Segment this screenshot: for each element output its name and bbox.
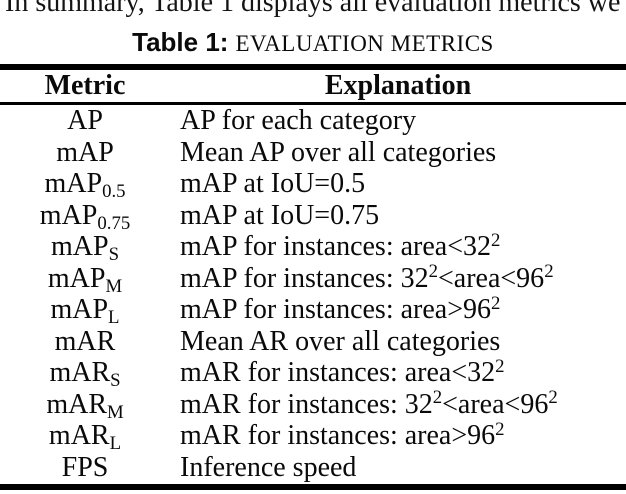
explanation-cell: mAP at IoU=0.75 [180, 199, 380, 231]
metric-cell: mAR [54, 325, 116, 357]
table-row: mAPM mAP for instances: 322<area<962 [0, 261, 626, 297]
explanation-cell: mAP for instances: area>962 [180, 292, 501, 325]
metric-cell: mAPM [47, 262, 123, 297]
table-row: AP AP for each category [0, 105, 626, 137]
table-caption: Table 1: EVALUATION METRICS [0, 27, 626, 58]
table-row: mAR Mean AR over all categories [0, 326, 626, 358]
explanation-cell: mAP for instances: area<322 [180, 229, 501, 262]
explanation-cell: mAR for instances: area>962 [180, 418, 505, 451]
table-row: mARL mAR for instances: area>962 [0, 418, 626, 455]
table-caption-title: EVALUATION METRICS [235, 31, 494, 56]
table-row: FPS Inference speed [0, 452, 626, 484]
body-text-line: In summary, Table 1 displays all evaluat… [5, 0, 621, 18]
explanation-cell: mAR for instances: area<322 [180, 355, 505, 388]
explanation-cell: AP for each category [180, 105, 417, 136]
explanation-cell: Mean AP over all categories [180, 136, 497, 168]
table-row: mAP0.5 mAP at IoU=0.5 [0, 168, 626, 203]
column-header-metric: Metric [44, 70, 126, 101]
explanation-cell: mAR for instances: 322<area<962 [180, 387, 558, 420]
table-row: mARS mAR for instances: area<322 [0, 355, 626, 392]
metric-cell: FPS [61, 451, 109, 483]
table-header-row: Metric Explanation [0, 71, 626, 101]
table-row: mAPS mAP for instances: area<322 [0, 229, 626, 266]
table-top-rule [0, 64, 626, 70]
metric-cell: mAP0.75 [39, 199, 131, 234]
explanation-cell: Inference speed [180, 451, 357, 483]
table-row: mAPL mAP for instances: area>962 [0, 292, 626, 329]
metric-cell: mAP0.5 [44, 168, 126, 203]
table-bottom-rule [0, 484, 626, 490]
table-row: mAP0.75 mAP at IoU=0.75 [0, 199, 626, 234]
explanation-cell: mAP at IoU=0.5 [180, 168, 366, 199]
table-row: mARM mAR for instances: 322<area<962 [0, 387, 626, 423]
table-row: mAP Mean AP over all categories [0, 137, 626, 169]
table-body: AP AP for each category mAP Mean AP over… [0, 105, 626, 483]
metric-cell: AP [67, 105, 103, 136]
column-header-explanation: Explanation [324, 70, 472, 101]
metric-cell: mARM [46, 388, 124, 423]
explanation-cell: Mean AR over all categories [180, 325, 501, 357]
metric-cell: mAPL [50, 294, 120, 329]
metric-cell: mAPS [50, 231, 119, 266]
metric-cell: mARL [48, 420, 122, 455]
explanation-cell: mAP for instances: 322<area<962 [180, 261, 554, 294]
table-caption-label: Table 1: [132, 27, 229, 57]
metric-cell: mARS [49, 357, 121, 392]
table-header-rule [0, 102, 626, 105]
metric-cell: mAP [56, 136, 114, 168]
